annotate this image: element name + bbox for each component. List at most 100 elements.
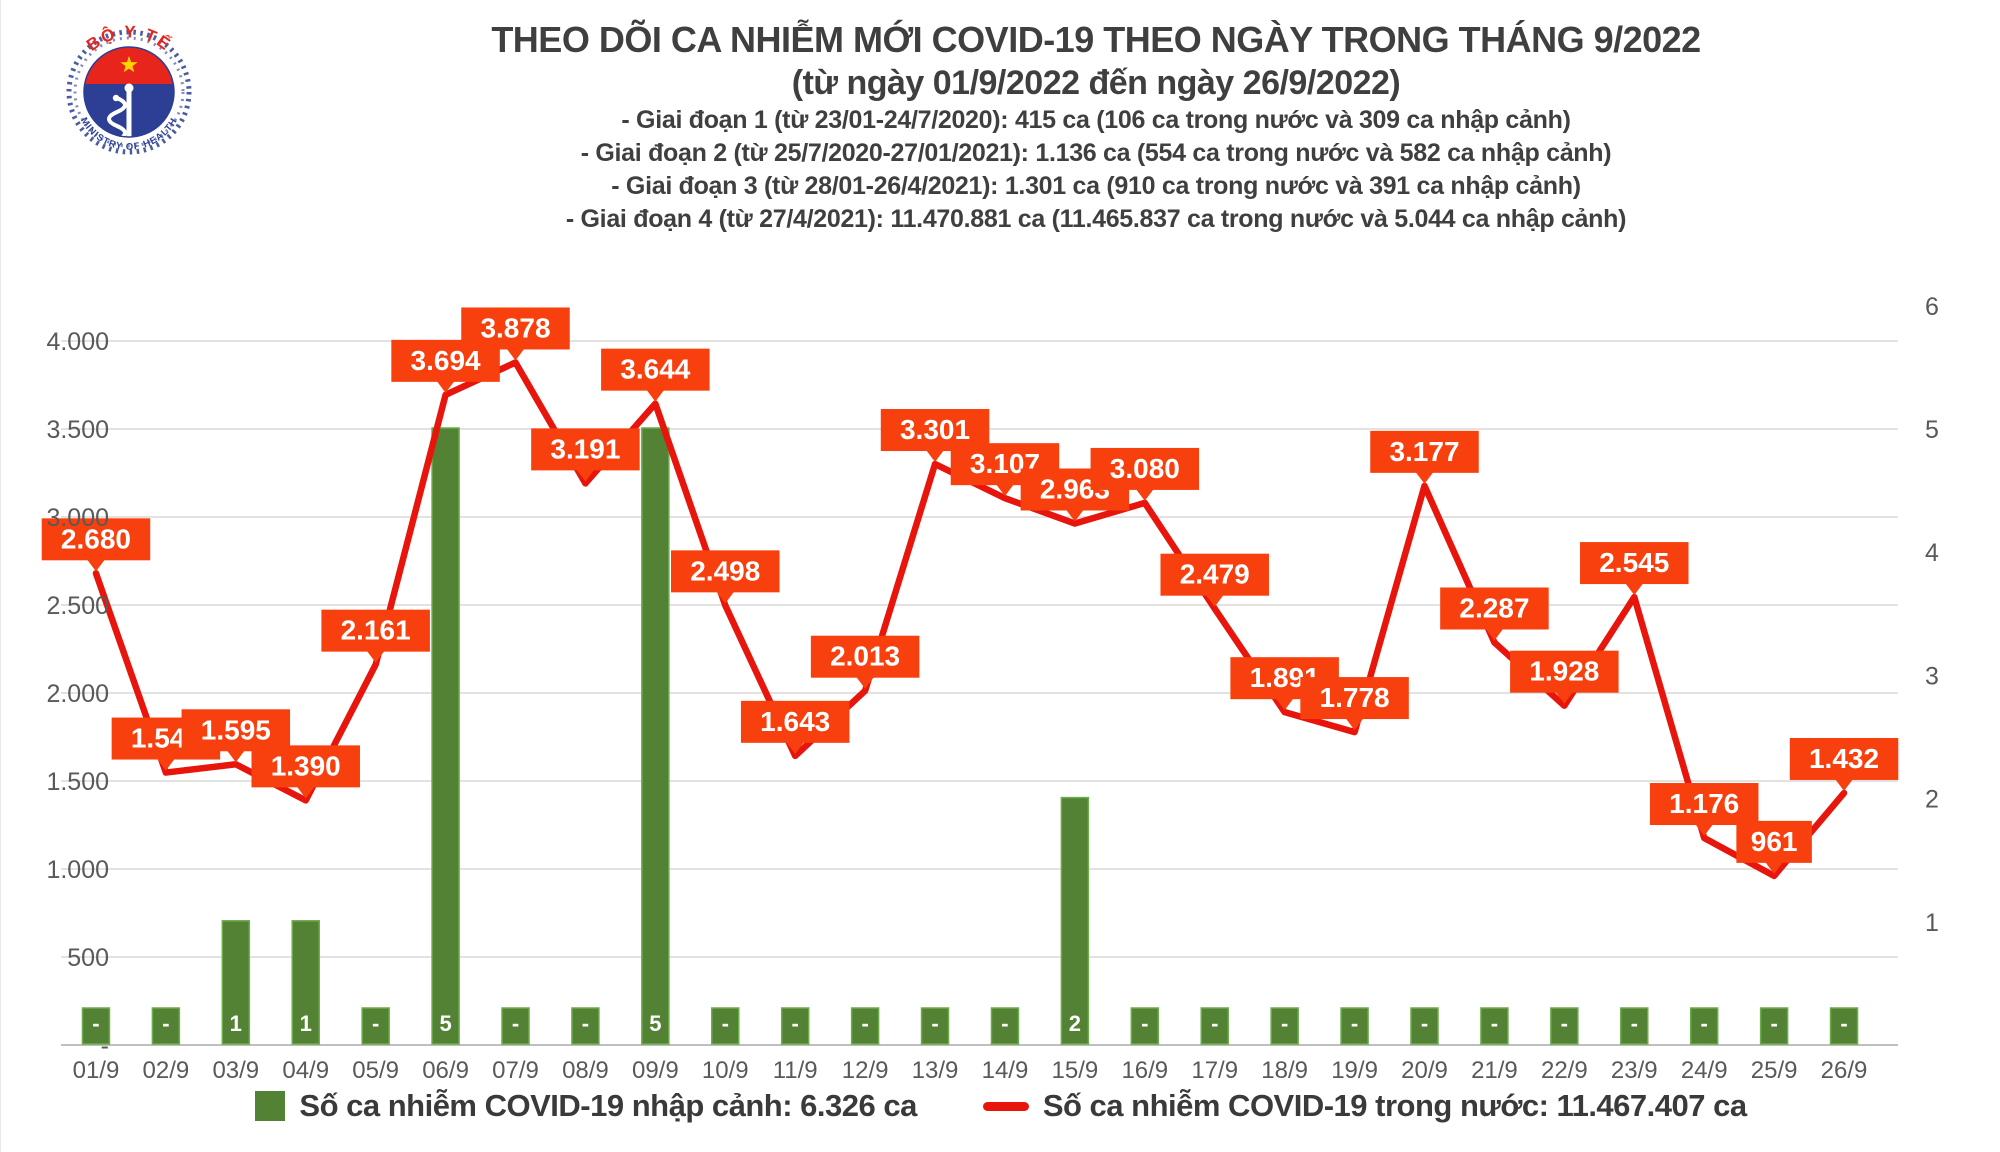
import-bar-label: - bbox=[512, 1011, 519, 1036]
data-label-value: 1.432 bbox=[1809, 743, 1879, 774]
import-bar bbox=[780, 1007, 810, 1045]
import-bar bbox=[81, 1007, 111, 1045]
x-tick-label: 11/9 bbox=[773, 1057, 818, 1084]
import-bar bbox=[641, 427, 670, 1045]
import-bar bbox=[1130, 1007, 1160, 1045]
data-label-box bbox=[1510, 650, 1619, 693]
import-bar bbox=[361, 1007, 390, 1045]
import-bar-label: - bbox=[792, 1011, 799, 1036]
data-label-value: 1.778 bbox=[1320, 682, 1390, 713]
import-bar bbox=[1620, 1007, 1649, 1045]
data-label-value: 2.680 bbox=[61, 523, 131, 554]
x-tick-label: 01/9 bbox=[73, 1057, 120, 1084]
data-label-pointer bbox=[716, 591, 735, 604]
data-label-box bbox=[1649, 783, 1759, 826]
import-bar bbox=[1410, 1007, 1439, 1045]
data-label-pointer bbox=[856, 676, 875, 689]
import-bar-label: - bbox=[1770, 1011, 1777, 1036]
data-label-pointer bbox=[995, 484, 1014, 497]
data-label-pointer bbox=[1205, 594, 1224, 607]
data-label-value: 1.176 bbox=[1669, 788, 1739, 819]
data-label-value: 2.287 bbox=[1459, 592, 1529, 623]
import-bar-label: - bbox=[1211, 1011, 1218, 1036]
data-label-box bbox=[1300, 677, 1409, 720]
import-bar-label: - bbox=[1631, 1011, 1638, 1036]
import-bar bbox=[221, 920, 251, 1045]
import-bar bbox=[1550, 1007, 1579, 1045]
data-label-box bbox=[461, 307, 570, 350]
import-bar-label: - bbox=[1281, 1011, 1288, 1036]
data-label-box bbox=[601, 348, 710, 391]
x-tick-label: 13/9 bbox=[912, 1057, 959, 1084]
x-tick-label: 07/9 bbox=[492, 1057, 539, 1084]
import-bar bbox=[711, 1007, 740, 1045]
logo-star-icon bbox=[120, 56, 138, 73]
data-label-value: 3.878 bbox=[480, 312, 550, 343]
logo-emblem-ring bbox=[83, 46, 175, 138]
data-label-box bbox=[1440, 587, 1549, 630]
y-right-tick: 1 bbox=[1925, 909, 1939, 937]
x-tick-label: 25/9 bbox=[1751, 1057, 1798, 1084]
data-label-box bbox=[1090, 447, 1200, 490]
y-left-tick: 3.000 bbox=[46, 504, 109, 532]
x-tick-label: 26/9 bbox=[1821, 1057, 1868, 1084]
data-label-value: 2.161 bbox=[341, 615, 411, 646]
data-label-box bbox=[321, 609, 430, 652]
data-label-pointer bbox=[1415, 471, 1434, 484]
import-bar bbox=[501, 1007, 530, 1045]
data-label-value: 961 bbox=[1751, 826, 1798, 857]
data-label-pointer bbox=[1695, 824, 1714, 837]
import-bar bbox=[1270, 1007, 1299, 1045]
y-left-tick: 500 bbox=[67, 944, 109, 972]
x-tick-label: 18/9 bbox=[1261, 1057, 1308, 1084]
data-label-pointer bbox=[156, 758, 175, 771]
phase-1-note: - Giai đoạn 1 (từ 23/01-24/7/2020): 415 … bbox=[621, 106, 1571, 134]
import-bar-label: - bbox=[1351, 1011, 1358, 1036]
x-tick-label: 21/9 bbox=[1471, 1057, 1518, 1084]
x-tick-label: 03/9 bbox=[212, 1057, 259, 1084]
x-tick-label: 09/9 bbox=[632, 1057, 679, 1084]
y-left-tick: - bbox=[101, 1032, 109, 1060]
data-label-pointer bbox=[926, 450, 945, 463]
x-tick-label: 06/9 bbox=[422, 1057, 469, 1084]
y-left-tick: 1.000 bbox=[46, 856, 109, 884]
data-label-box bbox=[740, 700, 850, 743]
import-bar bbox=[1480, 1007, 1509, 1045]
data-label-value: 3.177 bbox=[1389, 436, 1459, 467]
legend-item-domestic: Số ca nhiễm COVID-19 trong nước: 11.467.… bbox=[982, 1088, 1747, 1124]
x-tick-label: 12/9 bbox=[842, 1057, 889, 1084]
data-label-pointer bbox=[1065, 509, 1084, 522]
data-label-value: 3.080 bbox=[1110, 453, 1180, 484]
data-label-pointer bbox=[1765, 861, 1784, 874]
import-bar-label: 2 bbox=[1069, 1011, 1081, 1036]
import-bar-label: 1 bbox=[300, 1011, 312, 1036]
x-tick-label: 08/9 bbox=[562, 1057, 609, 1084]
data-label-box bbox=[251, 745, 360, 788]
data-label-box bbox=[41, 518, 151, 561]
data-label-pointer bbox=[366, 650, 385, 663]
import-bar-label: - bbox=[1840, 1011, 1847, 1036]
data-label-value: 3.301 bbox=[900, 414, 970, 445]
data-label-value: 1.928 bbox=[1529, 656, 1599, 687]
data-label-box bbox=[181, 709, 291, 752]
data-label-box bbox=[1580, 542, 1689, 585]
rod-of-asclepius-icon bbox=[107, 83, 134, 137]
data-label-value: 1.595 bbox=[201, 714, 271, 745]
y-right-tick: 4 bbox=[1925, 539, 1939, 567]
import-bar bbox=[1340, 1007, 1369, 1045]
data-label-value: 2.479 bbox=[1180, 559, 1250, 590]
x-tick-label: 10/9 bbox=[702, 1057, 749, 1084]
legend-label-imported: Số ca nhiễm COVID-19 nhập cảnh: 6.326 ca bbox=[299, 1088, 917, 1123]
data-label-pointer bbox=[436, 380, 455, 393]
y-left-tick: 1.500 bbox=[46, 768, 109, 796]
data-label-pointer bbox=[576, 469, 595, 482]
import-bar bbox=[990, 1007, 1020, 1045]
data-label-value: 2.013 bbox=[830, 641, 900, 672]
import-bar bbox=[1829, 1007, 1859, 1045]
chart-title: THEO DÕI CA NHIỄM MỚI COVID-19 THEO NGÀY… bbox=[491, 19, 1701, 60]
x-tick-label: 20/9 bbox=[1401, 1057, 1448, 1084]
import-bar-label: - bbox=[1421, 1011, 1428, 1036]
data-label-pointer bbox=[86, 559, 105, 572]
